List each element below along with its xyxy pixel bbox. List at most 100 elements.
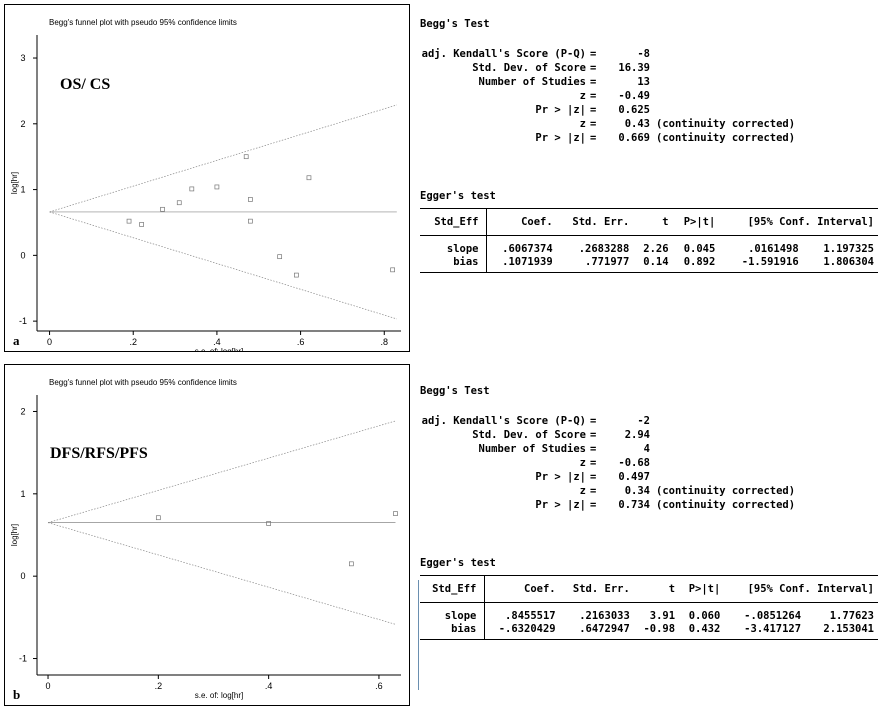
study-point [248,197,253,202]
egger-cell: -.6320429 [484,622,560,640]
equals-sign: = [590,48,597,60]
equals-sign: = [590,471,597,483]
egger-header-cell: P>|t| [679,575,725,603]
egger-header-cell: Std_Eff [420,575,486,603]
lower-confidence-limit [49,211,397,320]
begg-stat-row: Pr > |z| = 0.497 [420,471,860,484]
stat-label: Pr > |z| [535,499,586,511]
x-tick-label: .2 [129,337,137,347]
funnel-plot-panel-a: Begg's funnel plot with pseudo 95% confi… [4,4,410,352]
stat-note: (continuity corrected) [656,132,796,144]
egger-cell: 0.892 [672,255,720,273]
stat-label: Pr > |z| [535,104,586,116]
x-tick-label: .4 [213,337,221,347]
egger-cell: .6472947 [559,622,634,640]
x-axis-label: s.e. of: log[hr] [195,347,243,351]
egger-row: slope .8455517 .2163033 3.91 0.060 -.0851264 1… [420,609,878,622]
study-point [294,272,299,278]
equals-sign: = [590,499,597,511]
stats-block-b: Begg's Test adj. Kendall's Score (P-Q) = -… [420,385,880,705]
y-axis-label: log[hr] [10,172,19,194]
begg-stat-row: z = -0.68 [420,457,860,470]
egger-cell: 0.432 [679,622,725,640]
egger-cell: .8455517 [505,609,556,622]
study-point [155,515,161,521]
stat-label: Number of Studies [478,76,586,88]
egger-header-cell: Coef. [484,575,560,603]
egger-header-cell: P>|t| [672,208,720,236]
study-point [176,200,182,206]
stat-value: -2 [637,415,650,427]
study-point [266,521,271,526]
stat-value: 2.94 [624,429,650,441]
egger-row: bias -.6320429.6472947 -0.98 0.432 -3.417127… [420,622,878,640]
egger-header-cell: t [633,575,680,603]
stat-label: Std. Dev. of Score [472,62,586,74]
begg-stat-row: z = 0.43 (continuity corrected) [420,118,860,131]
study-point [349,561,354,567]
egger-cell: 2.153041 [805,622,878,640]
stat-note: (continuity corrected) [656,118,796,130]
equals-sign: = [590,132,597,144]
stat-value: 0.34 [624,485,650,497]
equals-sign: = [590,443,597,455]
egger-cell: -0.98 [633,622,680,640]
stat-note: (continuity corrected) [656,485,796,497]
egger-header-cell: t [633,208,673,236]
funnel-plot-a: Begg's funnel plot with pseudo 95% confi… [10,18,401,351]
egger-cell: .2163033 [579,609,630,622]
egger-cell: .1071939 [486,255,557,273]
egger-header-cell: Std. Err. [559,575,634,603]
stat-label: z [579,457,586,469]
panel-letter: a [13,333,20,348]
lower-confidence-limit [47,522,396,625]
y-tick-label: 1 [20,185,25,195]
egger-header-cell: Coef. [486,208,557,236]
egger-cell: .0161498 [748,242,799,255]
panel-letter: b [13,687,20,702]
equals-sign: = [590,457,597,469]
egger-row: slope .6067374 .2683288 2.26 0.045 .0161498 1.… [420,242,878,255]
begg-stat-row: Std. Dev. of Score = 2.94 [420,429,860,442]
egger-cell: 2.26 [643,242,669,255]
stat-value: 13 [637,76,650,88]
plot-title: Begg's funnel plot with pseudo 95% confi… [49,18,237,27]
egger-table: Std_Eff Coef. Std. Err. t P>|t| [95% Conf. In… [420,208,878,273]
begg-stat-row: Std. Dev. of Score = 16.39 [420,62,860,75]
egger-spacer-row [420,602,878,609]
stat-value: 0.734 [618,499,650,511]
study-point [393,511,398,516]
stat-note: (continuity corrected) [656,499,796,511]
egger-cell: 1.806304 [802,255,878,273]
stat-label: z [579,90,586,102]
begg-stat-row: Number of Studies = 4 [420,443,860,456]
egger-cell: -3.417127 [724,622,806,640]
stat-value: 4 [643,443,650,455]
y-axis-label: log[hr] [10,524,19,546]
stat-value: 16.39 [618,62,650,74]
begg-test-title: Begg's Test [420,18,490,30]
stat-label: Std. Dev. of Score [472,429,586,441]
egger-cell: 0.060 [688,609,721,622]
equals-sign: = [590,429,597,441]
stat-label: z [579,118,586,130]
egger-cell: -1.591916 [719,255,803,273]
study-point [160,206,165,212]
stat-value: -0.68 [618,457,650,469]
begg-stat-row: Pr > |z| = 0.625 [420,104,860,117]
stats-block-a: Begg's Test adj. Kendall's Score (P-Q) = -… [420,18,880,338]
egger-cell: .771977 [556,255,634,273]
egger-cell: -.0851264 [744,609,802,622]
stat-value: 0.43 [624,118,650,130]
begg-stat-row: z = 0.34 (continuity corrected) [420,485,860,498]
x-tick-label: 0 [47,337,52,347]
stat-value: 0.625 [618,104,650,116]
x-tick-label: .4 [265,681,273,691]
y-tick-label: -1 [19,654,27,664]
stat-value: -0.49 [618,90,650,102]
egger-header-cell: Std_Eff [420,208,488,236]
egger-table: Std_Eff Coef. Std. Err. t P>|t| [95% Conf. In… [420,575,878,640]
funnel-plot-b: Begg's funnel plot with pseudo 95% confi… [10,378,401,702]
egger-header-cell: [95% Conf. Interval] [724,575,878,603]
equals-sign: = [590,485,597,497]
